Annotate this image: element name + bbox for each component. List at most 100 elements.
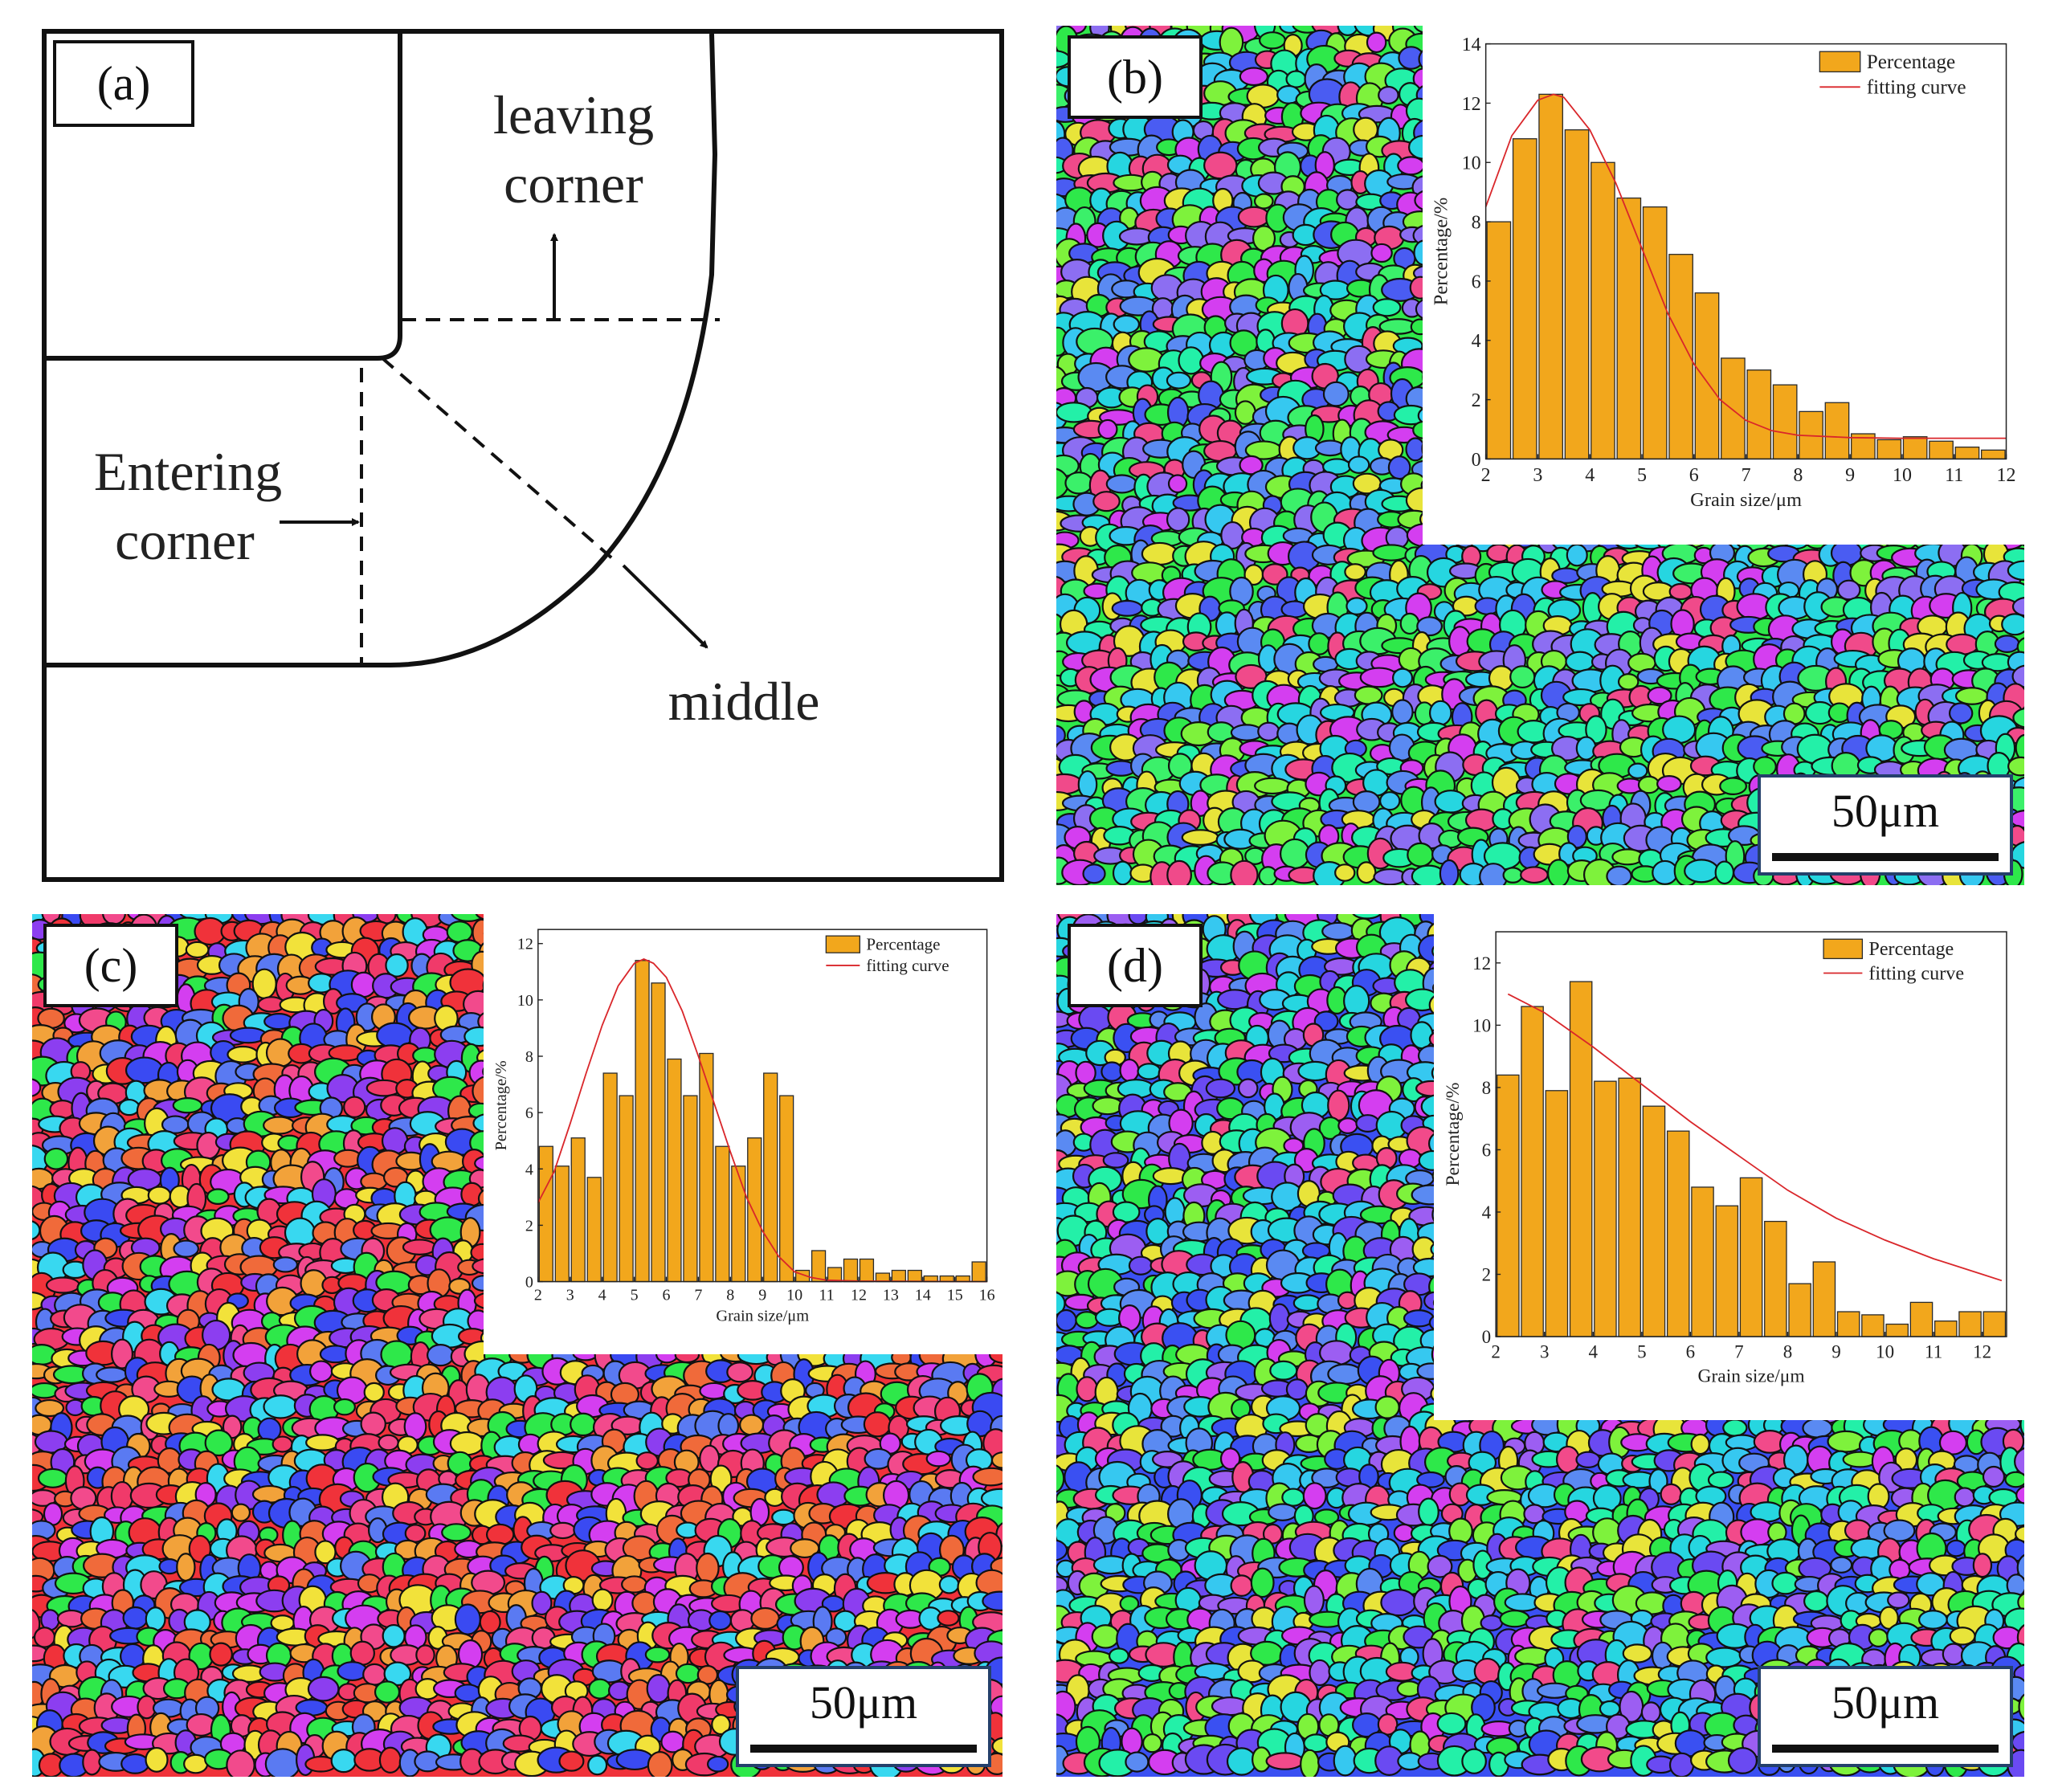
xtick-label-b-9: 9 xyxy=(1845,465,1855,486)
leaving-corner-label-line1: leaving xyxy=(493,84,654,145)
xtick-label-d-10: 10 xyxy=(1876,1342,1894,1362)
xtick-label-d-3: 3 xyxy=(1540,1342,1550,1362)
ytick-label-b-4: 4 xyxy=(1472,331,1481,352)
entering-corner-label-line2: corner xyxy=(115,510,255,571)
ytick-label-c-0: 0 xyxy=(525,1274,533,1292)
schematic-diagram: leaving corner Entering corner middle xyxy=(47,33,820,732)
ytick-label-d-4: 4 xyxy=(1482,1202,1492,1223)
panel-c: (c) 2 3 4 5 6 7 8 9 10 11 12 13 14 15 16 0 2 4 6 8 10 12 Grain… xyxy=(32,914,1002,1777)
bar-c-8 xyxy=(667,1058,682,1283)
xtick-label-d-6: 6 xyxy=(1686,1342,1696,1362)
plot-frame-b xyxy=(1484,43,2007,460)
leaving-corner-label-line2: corner xyxy=(504,153,643,214)
xtick-label-b-4: 4 xyxy=(1585,465,1595,486)
middle-arrow xyxy=(622,564,708,649)
bar-c-9 xyxy=(683,1095,698,1283)
upper-left-block-outline xyxy=(47,34,402,361)
xtick-label-d-12: 12 xyxy=(1973,1342,1991,1362)
ytick-label-b-14: 14 xyxy=(1462,35,1481,55)
bar-c-17 xyxy=(811,1250,827,1283)
y-axis-title-c: Percentage/% xyxy=(492,1060,510,1150)
bar-c-3 xyxy=(586,1177,602,1283)
xtick-label-b-6: 6 xyxy=(1689,465,1699,486)
bar-b-7 xyxy=(1668,254,1693,460)
bar-d-15 xyxy=(1861,1314,1885,1337)
bar-d-18 xyxy=(1934,1321,1958,1337)
bar-c-11 xyxy=(715,1145,730,1283)
bar-b-0 xyxy=(1486,221,1512,460)
bar-d-1 xyxy=(1521,1006,1544,1337)
bars-d xyxy=(1497,981,2007,1337)
bar-b-13 xyxy=(1824,402,1850,460)
panel-b: (b) 2 3 4 5 6 7 8 9 10 11 12 0 2 4 6 8 10 12 14 Grain size/… xyxy=(1056,26,2024,885)
bar-c-19 xyxy=(843,1258,859,1283)
bar-c-1 xyxy=(554,1165,570,1283)
bar-c-20 xyxy=(859,1258,875,1283)
xtick-label-c-3: 3 xyxy=(566,1287,574,1304)
scale-bar-d: 50μm xyxy=(1758,1666,2013,1767)
xtick-label-c-2: 2 xyxy=(534,1287,542,1304)
bar-b-17 xyxy=(1929,440,1954,460)
bar-c-5 xyxy=(619,1095,634,1283)
xtick-label-c-13: 13 xyxy=(883,1287,899,1304)
fitting-curve-c xyxy=(537,958,987,1283)
xtick-label-c-12: 12 xyxy=(851,1287,867,1304)
ytick-label-c-8: 8 xyxy=(525,1048,533,1066)
grain-size-chart-d: 2 3 4 5 6 7 8 9 10 11 12 0 2 4 6 8 10 12 Grain size/μm Perc… xyxy=(1434,914,2024,1420)
bar-b-11 xyxy=(1772,384,1798,460)
bar-d-9 xyxy=(1715,1205,1739,1337)
bar-d-16 xyxy=(1885,1323,1909,1337)
bar-d-19 xyxy=(1958,1311,1982,1337)
bar-b-4 xyxy=(1591,161,1615,460)
bar-d-5 xyxy=(1618,1077,1641,1337)
ytick-label-d-0: 0 xyxy=(1482,1327,1492,1347)
ytick-label-c-12: 12 xyxy=(517,936,533,953)
bar-c-0 xyxy=(538,1145,553,1283)
bar-c-21 xyxy=(875,1272,891,1283)
ytick-label-c-6: 6 xyxy=(525,1104,533,1122)
panel-d: (d) 2 3 4 5 6 7 8 9 10 11 12 0 2 4 6 8 10 12 Grain size/μm… xyxy=(1056,914,2024,1777)
ytick-label-d-12: 12 xyxy=(1472,953,1491,974)
bar-d-8 xyxy=(1691,1186,1714,1337)
panel-a-label: (a) xyxy=(53,40,194,127)
bar-b-19 xyxy=(1980,449,2006,460)
legend-label-fitting-curve-c: fitting curve xyxy=(866,956,949,975)
x-axis-title-d: Grain size/μm xyxy=(1698,1365,1805,1386)
legend-swatch-bar-c xyxy=(825,935,861,953)
bar-b-10 xyxy=(1746,369,1772,460)
bar-b-1 xyxy=(1512,138,1537,460)
legend-label-fitting-curve-d: fitting curve xyxy=(1868,963,1964,985)
ytick-label-c-4: 4 xyxy=(525,1161,533,1178)
xtick-label-d-4: 4 xyxy=(1589,1342,1599,1362)
ytick-label-b-0: 0 xyxy=(1472,450,1481,471)
ytick-label-d-6: 6 xyxy=(1482,1140,1492,1160)
panel-a-schematic: leaving corner Entering corner middle (a… xyxy=(42,29,1004,882)
xtick-label-b-5: 5 xyxy=(1637,465,1647,486)
bar-c-27 xyxy=(971,1261,986,1283)
x-axis-title-b: Grain size/μm xyxy=(1690,489,1802,511)
xtick-label-c-8: 8 xyxy=(726,1287,734,1304)
scale-bar-c-line xyxy=(750,1745,977,1753)
bar-d-14 xyxy=(1836,1311,1860,1337)
ytick-label-b-12: 12 xyxy=(1462,94,1481,115)
xtick-label-b-8: 8 xyxy=(1793,465,1803,486)
middle-divider xyxy=(381,357,620,565)
xtick-label-d-7: 7 xyxy=(1734,1342,1744,1362)
bar-d-0 xyxy=(1497,1074,1520,1337)
bar-d-17 xyxy=(1909,1301,1934,1337)
xtick-label-b-11: 11 xyxy=(1945,465,1963,486)
middle-label: middle xyxy=(668,671,820,732)
y-axis-title-d: Percentage/% xyxy=(1443,1083,1464,1186)
scale-bar-b-line xyxy=(1772,853,1999,861)
bar-d-4 xyxy=(1594,1080,1617,1337)
xtick-label-c-11: 11 xyxy=(819,1287,834,1304)
xtick-label-d-9: 9 xyxy=(1831,1342,1841,1362)
bar-d-13 xyxy=(1812,1261,1836,1337)
y-axis-title-b: Percentage/% xyxy=(1431,198,1452,306)
entering-corner-label-line1: Entering xyxy=(94,441,282,502)
panel-d-label: (d) xyxy=(1068,924,1203,1007)
ytick-label-b-6: 6 xyxy=(1472,271,1481,292)
bar-b-5 xyxy=(1616,197,1642,460)
xtick-label-b-10: 10 xyxy=(1893,465,1912,486)
